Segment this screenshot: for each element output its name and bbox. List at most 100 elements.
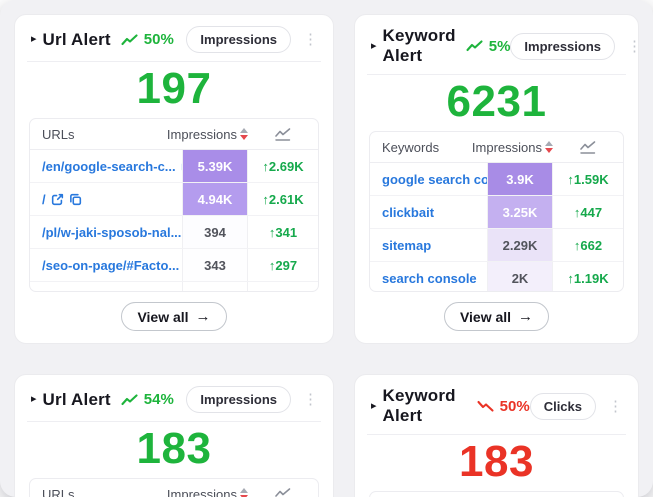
row-value-cell: 4.94K bbox=[182, 183, 248, 216]
card-title-group: ▸ Keyword Alert 5% bbox=[371, 26, 510, 66]
row-url-link[interactable]: / bbox=[30, 183, 182, 215]
expand-caret-icon[interactable]: ▸ bbox=[31, 33, 37, 45]
sort-icon[interactable] bbox=[240, 488, 248, 497]
alert-count: 183 bbox=[459, 437, 534, 486]
trend-icon bbox=[121, 393, 138, 406]
metric-badge[interactable]: Impressions bbox=[186, 386, 291, 413]
alert-count: 6231 bbox=[446, 77, 547, 126]
card-title-group: ▸ Url Alert 50% bbox=[31, 30, 174, 50]
view-all-button[interactable]: View all → bbox=[443, 302, 550, 331]
table-header-row: Keywords Impressions bbox=[370, 132, 623, 164]
table-row: /seo-on-page/#Facto... 343 ↑297 bbox=[30, 248, 318, 282]
external-link-icon[interactable] bbox=[51, 193, 64, 206]
line-chart-icon bbox=[275, 128, 291, 141]
metric-badge[interactable]: Impressions bbox=[186, 26, 291, 53]
card-header: ▸ Keyword Alert 5% Impressions ⋮ bbox=[355, 15, 638, 74]
kebab-menu-icon[interactable]: ⋮ bbox=[608, 397, 623, 415]
card-title-group: ▸ Url Alert 54% bbox=[31, 390, 174, 410]
alert-table: Keywords Clicks bbox=[369, 491, 624, 497]
trend-percent: 50% bbox=[143, 31, 174, 48]
value-column-header[interactable]: Impressions bbox=[167, 127, 248, 142]
row-name-label: /en/google-search-c... bbox=[42, 158, 176, 174]
name-column-header: Keywords bbox=[382, 139, 440, 155]
copy-icon[interactable] bbox=[69, 193, 82, 206]
table-row: /en/google-search-c... 5.39K ↑2.69K bbox=[30, 150, 318, 183]
chart-column-header bbox=[248, 488, 318, 497]
row-url-link[interactable]: /seo-on-page/#Facto... bbox=[30, 249, 182, 281]
table-header-row: Keywords Clicks bbox=[370, 492, 623, 497]
row-url-link[interactable]: /seo-on-page/#%C2... bbox=[30, 282, 182, 292]
row-value-cell: 394 bbox=[182, 216, 248, 249]
view-all-container: View all → bbox=[355, 302, 638, 331]
row-url-link[interactable]: /pl/w-jaki-sposob-nal... bbox=[30, 216, 182, 248]
row-change-cell: ↑299 bbox=[248, 282, 318, 292]
expand-caret-icon[interactable]: ▸ bbox=[371, 399, 377, 412]
view-all-container: View all → bbox=[15, 302, 333, 331]
value-column-header[interactable]: Impressions bbox=[167, 487, 248, 497]
row-keyword-link[interactable]: clickbait bbox=[370, 196, 487, 228]
row-change-cell: ↑1.59K bbox=[567, 171, 609, 187]
alert-table: URLs Impressions /en/google-search-c... 5… bbox=[29, 118, 319, 292]
value-column-label: Impressions bbox=[471, 139, 542, 155]
alert-card: ▸ Keyword Alert 5% Impressions ⋮ 6231 Ke… bbox=[354, 14, 639, 344]
alert-count: 197 bbox=[136, 64, 212, 113]
row-url-link[interactable]: /en/google-search-c... bbox=[30, 150, 182, 182]
line-chart-icon bbox=[275, 488, 291, 497]
table-row: google search console3.9K ↑1.59K bbox=[370, 163, 623, 196]
table-row: sitemap 2.29K ↑662 bbox=[370, 228, 623, 262]
table-header-row: URLs Impressions bbox=[30, 479, 318, 497]
card-title: Url Alert bbox=[42, 389, 111, 409]
kebab-menu-icon[interactable]: ⋮ bbox=[624, 37, 638, 56]
metric-badge[interactable]: Impressions bbox=[510, 32, 616, 60]
row-keyword-link[interactable]: sitemap bbox=[370, 229, 487, 261]
card-header: ▸ Keyword Alert 50% Clicks ⋮ bbox=[355, 375, 638, 434]
trend-percent: 5% bbox=[488, 37, 511, 55]
card-header-actions: Impressions ⋮ bbox=[186, 386, 321, 413]
sort-icon[interactable] bbox=[240, 128, 248, 141]
row-name-label: clickbait bbox=[382, 204, 435, 220]
line-chart-icon bbox=[580, 141, 596, 154]
row-change-cell: ↑2.61K bbox=[262, 191, 304, 207]
header-divider bbox=[367, 434, 626, 435]
row-value-cell: 3.25K bbox=[487, 196, 553, 229]
row-value-cell: 3.9K bbox=[487, 163, 553, 196]
sort-icon[interactable] bbox=[545, 141, 553, 154]
value-column-label: Impressions bbox=[166, 486, 237, 497]
header-divider bbox=[27, 61, 321, 62]
row-value-cell: 5.39K bbox=[182, 150, 248, 183]
row-change-cell: ↑2.69K bbox=[262, 158, 304, 174]
card-header: ▸ Url Alert 50% Impressions ⋮ bbox=[15, 15, 333, 61]
row-keyword-link[interactable]: search console bbox=[370, 262, 487, 291]
row-name-label: search console bbox=[382, 270, 477, 286]
kebab-menu-icon[interactable]: ⋮ bbox=[303, 391, 318, 408]
view-all-button[interactable]: View all → bbox=[121, 302, 227, 331]
expand-caret-icon[interactable]: ▸ bbox=[371, 39, 377, 52]
table-row: / 4.94K ↑2.61K bbox=[30, 182, 318, 216]
alert-card: ▸ Url Alert 54% Impressions ⋮ 183 URLs I… bbox=[14, 374, 334, 497]
row-change-cell: ↑297 bbox=[268, 257, 298, 273]
alert-card: ▸ Keyword Alert 50% Clicks ⋮ 183 Keyword… bbox=[354, 374, 639, 497]
card-title: Url Alert bbox=[42, 29, 111, 49]
table-row: clickbait 3.25K ↑447 bbox=[370, 195, 623, 229]
card-header: ▸ Url Alert 54% Impressions ⋮ bbox=[15, 375, 333, 421]
chart-column-header bbox=[248, 128, 318, 141]
trend-icon bbox=[121, 33, 138, 46]
row-value-cell: 2K bbox=[487, 262, 553, 292]
table-body: google search console3.9K ↑1.59K clickbait… bbox=[370, 163, 623, 292]
expand-caret-icon[interactable]: ▸ bbox=[31, 393, 37, 405]
row-keyword-link[interactable]: google search console bbox=[370, 163, 487, 195]
row-change-cell: ↑1.19K bbox=[567, 270, 609, 286]
metric-badge[interactable]: Clicks bbox=[529, 392, 596, 420]
row-change-cell: ↑662 bbox=[573, 237, 603, 253]
table-row: /pl/w-jaki-sposob-nal... 394 ↑341 bbox=[30, 215, 318, 249]
row-name-label: /seo-on-page/#%C2... bbox=[42, 291, 173, 292]
row-name-label: sitemap bbox=[382, 237, 432, 253]
card-title: Keyword Alert bbox=[382, 386, 456, 425]
trend-percent: 50% bbox=[499, 397, 530, 415]
arrow-right-icon: → bbox=[518, 308, 534, 325]
card-header-actions: Impressions ⋮ bbox=[510, 32, 638, 60]
kebab-menu-icon[interactable]: ⋮ bbox=[303, 31, 318, 48]
alert-table: URLs Impressions bbox=[29, 478, 319, 497]
name-column-header: URLs bbox=[42, 486, 75, 497]
value-column-header[interactable]: Impressions bbox=[472, 140, 553, 155]
